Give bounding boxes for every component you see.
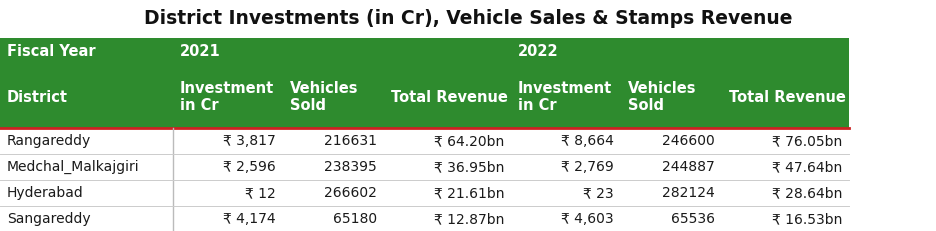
Text: ₹ 36.95bn: ₹ 36.95bn — [433, 160, 504, 174]
Text: Sangareddy: Sangareddy — [7, 212, 91, 226]
Text: Investment
in Cr: Investment in Cr — [518, 81, 612, 113]
Text: ₹ 47.64bn: ₹ 47.64bn — [772, 160, 842, 174]
Text: Fiscal Year: Fiscal Year — [7, 45, 95, 60]
Text: Total Revenue: Total Revenue — [391, 89, 508, 104]
Text: ₹ 2,596: ₹ 2,596 — [224, 160, 276, 174]
Bar — [0, 180, 849, 206]
Text: Hyderabad: Hyderabad — [7, 186, 83, 200]
Text: ₹ 23: ₹ 23 — [583, 186, 614, 200]
Text: Total Revenue: Total Revenue — [729, 89, 846, 104]
Text: ₹ 3,817: ₹ 3,817 — [224, 134, 276, 148]
Text: 266602: 266602 — [324, 186, 377, 200]
Text: ₹ 2,769: ₹ 2,769 — [562, 160, 614, 174]
Text: 238395: 238395 — [324, 160, 377, 174]
Text: ₹ 76.05bn: ₹ 76.05bn — [772, 134, 842, 148]
Text: ₹ 16.53bn: ₹ 16.53bn — [771, 212, 842, 226]
Text: 216631: 216631 — [324, 134, 377, 148]
Text: ₹ 21.61bn: ₹ 21.61bn — [433, 186, 504, 200]
Text: District: District — [7, 89, 68, 104]
Bar — [0, 38, 849, 66]
Text: ₹ 8,664: ₹ 8,664 — [561, 134, 614, 148]
Text: ₹ 4,603: ₹ 4,603 — [562, 212, 614, 226]
Text: Medchal_Malkajgiri: Medchal_Malkajgiri — [7, 160, 139, 174]
Bar — [0, 154, 849, 180]
Text: Investment
in Cr: Investment in Cr — [180, 81, 274, 113]
Text: 282124: 282124 — [663, 186, 715, 200]
Text: 244887: 244887 — [663, 160, 715, 174]
Text: District Investments (in Cr), Vehicle Sales & Stamps Revenue: District Investments (in Cr), Vehicle Sa… — [144, 9, 792, 28]
Text: 65180: 65180 — [333, 212, 377, 226]
Text: ₹ 12: ₹ 12 — [245, 186, 276, 200]
Bar — [0, 128, 849, 154]
Bar — [0, 66, 849, 128]
Text: ₹ 4,174: ₹ 4,174 — [224, 212, 276, 226]
Bar — [0, 206, 849, 231]
Text: ₹ 28.64bn: ₹ 28.64bn — [771, 186, 842, 200]
Text: 2021: 2021 — [180, 45, 221, 60]
Text: Rangareddy: Rangareddy — [7, 134, 91, 148]
Text: ₹ 12.87bn: ₹ 12.87bn — [433, 212, 504, 226]
Text: 65536: 65536 — [671, 212, 715, 226]
Text: 2022: 2022 — [518, 45, 559, 60]
Text: Vehicles
Sold: Vehicles Sold — [290, 81, 358, 113]
Text: 246600: 246600 — [663, 134, 715, 148]
Text: Vehicles
Sold: Vehicles Sold — [628, 81, 696, 113]
Text: ₹ 64.20bn: ₹ 64.20bn — [433, 134, 504, 148]
